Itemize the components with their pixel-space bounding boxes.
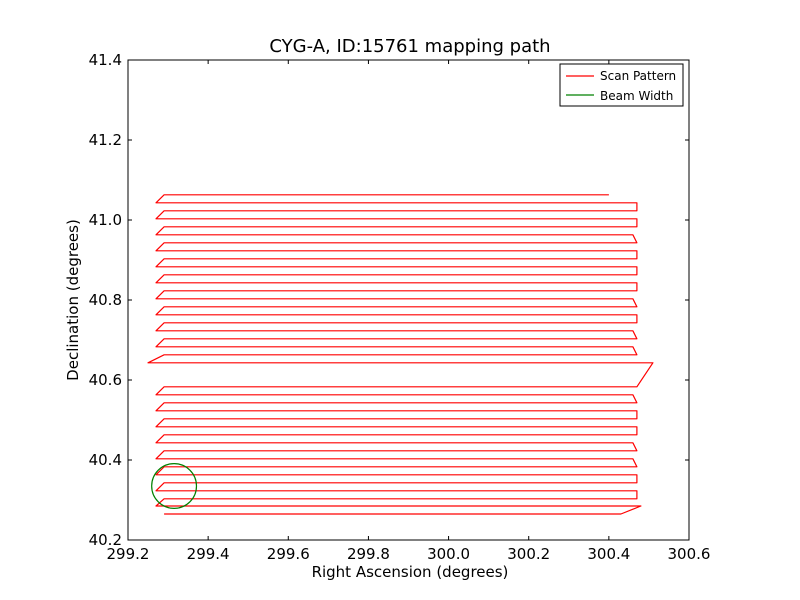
legend: Scan Pattern Beam Width [559, 63, 684, 107]
legend-label-beam-width: Beam Width [600, 89, 673, 103]
x-tick-label: 300.2 [507, 545, 550, 563]
x-tick-label: 300.0 [427, 545, 470, 563]
x-tick-label: 299.4 [187, 545, 230, 563]
legend-box [559, 63, 684, 107]
y-tick-label: 41.0 [89, 211, 122, 229]
y-axis-label: Declination (degrees) [64, 219, 82, 381]
y-tick-label: 40.6 [89, 371, 122, 389]
plot-area [128, 60, 689, 540]
x-tick-label: 299.2 [107, 545, 150, 563]
y-tick-label: 41.2 [89, 131, 122, 149]
y-tick-label: 41.4 [89, 51, 122, 69]
ticks-layer: 299.2 299.4 299.6 299.8 300.0 300.2 300.4 300.6… [89, 51, 711, 563]
x-tick-label: 300.4 [587, 545, 630, 563]
x-tick-label: 300.6 [668, 545, 711, 563]
chart-title: CYG-A, ID:15761 mapping path [269, 36, 550, 57]
beam-width-circle [151, 463, 198, 510]
x-tick-label: 299.6 [267, 545, 310, 563]
series-layer [147, 194, 654, 515]
legend-label-scan-pattern: Scan Pattern [600, 69, 676, 83]
x-tick-label: 299.8 [347, 545, 390, 563]
y-tick-label: 40.8 [89, 291, 122, 309]
y-tick-label: 40.4 [89, 451, 122, 469]
scan-pattern-line [147, 194, 654, 515]
y-tick-label: 40.2 [89, 531, 122, 549]
x-axis-label: Right Ascension (degrees) [312, 563, 509, 581]
